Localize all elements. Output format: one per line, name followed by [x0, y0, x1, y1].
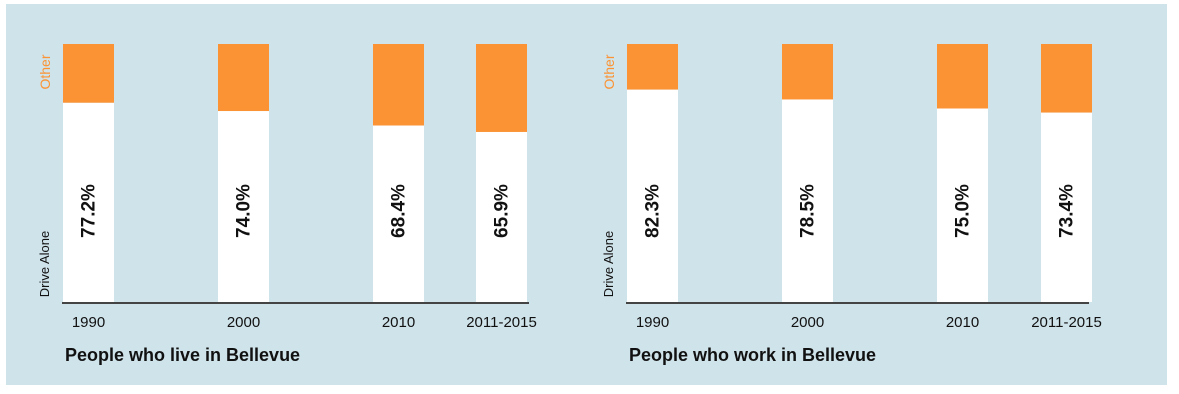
series-label-other: Other [37, 54, 53, 89]
bar-other-1990 [627, 44, 678, 90]
bar-value-label: 75.0% [953, 184, 974, 238]
bar-other-2000 [782, 44, 833, 100]
panel-title: People who live in Bellevue [65, 345, 300, 365]
x-tick-label: 2000 [227, 314, 260, 331]
bar-value-label: 77.2% [79, 184, 100, 238]
bar-drive-alone-2010 [937, 108, 988, 302]
series-label-drive-alone: Drive Alone [601, 231, 616, 297]
panel-title: People who work in Bellevue [629, 345, 876, 365]
series-label-other: Other [601, 54, 617, 89]
bar-drive-alone-2000 [218, 111, 269, 302]
bar-drive-alone-2011-2015 [476, 131, 527, 302]
series-label-drive-alone: Drive Alone [37, 231, 52, 297]
bar-other-2000 [218, 44, 269, 112]
bar-value-label: 74.0% [234, 184, 255, 238]
x-tick-label: 2010 [382, 314, 415, 331]
bar-other-2010 [373, 44, 424, 126]
bar-value-label: 78.5% [798, 184, 819, 238]
bar-drive-alone-1990 [627, 89, 678, 302]
x-tick-label: 1990 [636, 314, 669, 331]
chart-area: 77.2% 1990 74.0% 2000 68.4% 2010 65.9% 2011-201… [6, 4, 1167, 385]
bar-value-label: 68.4% [389, 184, 410, 238]
bar-other-2010 [937, 44, 988, 109]
x-tick-label: 1990 [72, 314, 105, 331]
bar-value-label: 65.9% [492, 184, 513, 238]
bar-other-2011-2015 [476, 44, 527, 132]
x-tick-label: 2000 [791, 314, 824, 331]
bar-drive-alone-2000 [782, 99, 833, 302]
bar-value-label: 73.4% [1057, 184, 1078, 238]
bar-drive-alone-1990 [63, 102, 114, 302]
bar-other-2011-2015 [1041, 44, 1092, 113]
x-tick-label: 2011-2015 [1031, 314, 1102, 331]
bar-other-1990 [63, 44, 114, 103]
bar-drive-alone-2010 [373, 125, 424, 302]
bar-drive-alone-2011-2015 [1041, 112, 1092, 303]
stacked-bar-charts: 77.2% 1990 74.0% 2000 68.4% 2010 65.9% 2011-201… [37, 44, 1102, 365]
x-tick-label: 2010 [946, 314, 979, 331]
bar-value-label: 82.3% [643, 184, 664, 238]
x-tick-label: 2011-2015 [466, 314, 537, 331]
